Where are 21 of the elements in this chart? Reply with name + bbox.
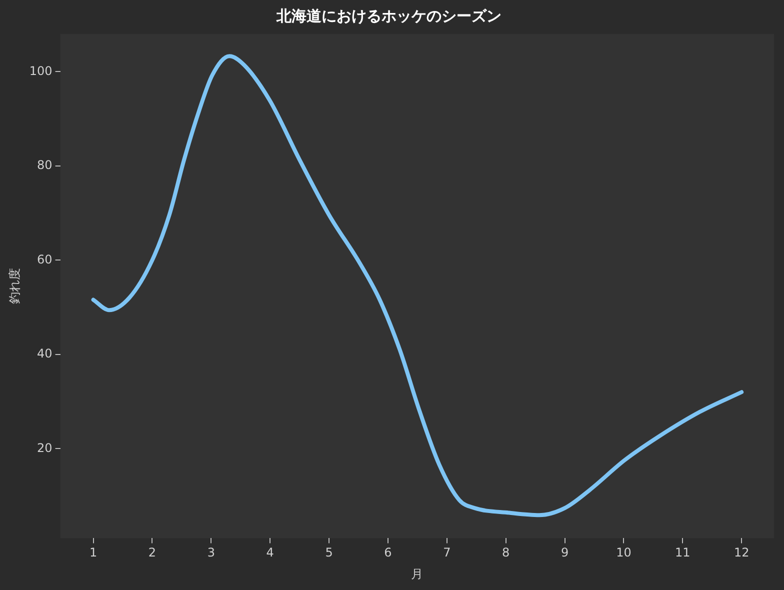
x-tick-label: 11 xyxy=(675,546,690,560)
x-tick-label: 9 xyxy=(560,546,569,560)
y-tick-label: 80 xyxy=(37,158,52,172)
y-tick-label: 40 xyxy=(37,346,52,361)
y-tick-label: 100 xyxy=(29,64,52,78)
x-tick-label: 8 xyxy=(502,546,510,560)
x-tick-label: 6 xyxy=(384,546,392,560)
y-tick-label: 20 xyxy=(37,440,52,455)
line-series xyxy=(91,54,744,518)
x-tick-label: 5 xyxy=(325,546,333,560)
chart-title: 北海道におけるホッケのシーズン xyxy=(276,6,502,25)
y-axis-title: 釣れ度 xyxy=(7,268,22,304)
x-axis-title: 月 xyxy=(411,566,424,581)
x-tick-label: 12 xyxy=(734,546,750,560)
x-tick-label: 2 xyxy=(148,546,156,560)
x-tick-label: 1 xyxy=(89,546,98,560)
x-tick-label: 4 xyxy=(266,546,274,560)
x-tick-label: 3 xyxy=(207,546,215,560)
y-tick-label: 60 xyxy=(37,252,52,266)
x-tick-label: 10 xyxy=(616,546,632,560)
x-tick-label: 7 xyxy=(443,546,451,560)
